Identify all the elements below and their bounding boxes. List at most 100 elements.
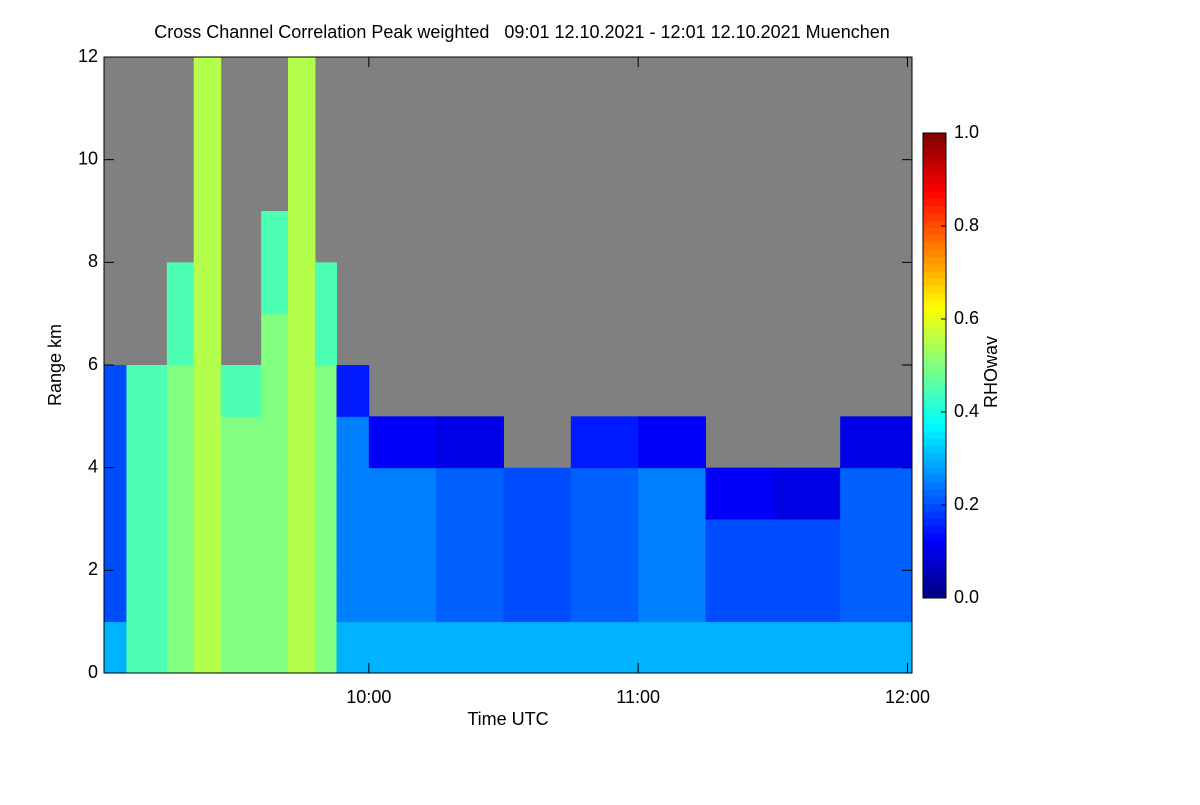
heatmap-cell — [314, 467, 338, 520]
heatmap-cell — [193, 365, 222, 417]
colorbar-segment — [923, 350, 946, 359]
colorbar-tick-label: 0.8 — [954, 215, 979, 235]
colorbar-segment — [923, 154, 946, 163]
heatmap-cell — [436, 570, 505, 623]
heatmap-cell — [772, 519, 841, 571]
colorbar-segment — [923, 162, 946, 170]
heatmap-cell — [314, 621, 338, 674]
colorbar-segment — [923, 518, 946, 526]
colorbar-label: RHOwav — [981, 336, 1001, 408]
heatmap-cell — [166, 570, 195, 623]
heatmap-cell — [314, 313, 338, 366]
colorbar-segment — [923, 343, 946, 352]
heatmap-cell — [570, 570, 639, 623]
heatmap-cell — [772, 570, 841, 623]
heatmap-cell — [336, 519, 370, 571]
colorbar-segment — [923, 307, 946, 316]
heatmap-cell — [126, 519, 168, 571]
colorbar-segment — [923, 133, 946, 141]
heatmap-cell — [368, 416, 437, 469]
heatmap-cell — [840, 621, 913, 674]
x-tick-label: 12:00 — [885, 687, 930, 707]
heatmap-cell — [314, 262, 338, 315]
colorbar-segment — [923, 205, 946, 214]
colorbar-segment — [923, 423, 946, 432]
heatmap-cell — [840, 570, 913, 623]
heatmap-cell — [261, 621, 289, 674]
colorbar-segment — [923, 474, 946, 483]
colorbar-segment — [923, 278, 946, 287]
heatmap-cell — [705, 467, 774, 520]
heatmap-cell — [220, 570, 262, 623]
heatmap-cell — [193, 159, 222, 212]
colorbar-segment — [923, 321, 946, 330]
heatmap-cell — [288, 467, 316, 520]
colorbar-segment — [923, 590, 946, 599]
colorbar-segment — [923, 256, 946, 265]
colorbar-tick-label: 0.6 — [954, 308, 979, 328]
heatmap-cell — [368, 621, 437, 674]
heatmap-cell — [166, 416, 195, 469]
heatmap-cell — [436, 467, 505, 520]
colorbar-tick-label: 0.0 — [954, 587, 979, 607]
heatmap-cell — [840, 519, 913, 571]
heatmap-cell — [288, 108, 316, 161]
colorbar-segment — [923, 525, 946, 534]
colorbar-segment — [923, 481, 946, 490]
colorbar-segment — [923, 300, 946, 308]
heatmap-cell — [288, 313, 316, 366]
heatmap-cell — [193, 621, 222, 674]
colorbar-segment — [923, 510, 946, 519]
colorbar-segment — [923, 263, 946, 272]
colorbar-segment — [923, 365, 946, 374]
colorbar-segment — [923, 503, 946, 512]
heatmap-cell — [220, 519, 262, 571]
heatmap-cell — [193, 416, 222, 469]
heatmap-cell — [193, 570, 222, 623]
colorbar-segment — [923, 430, 946, 439]
colorbar-segment — [923, 489, 946, 497]
x-tick-label: 11:00 — [616, 687, 660, 707]
heatmap-cell — [193, 57, 222, 109]
heatmap-cell — [288, 621, 316, 674]
colorbar-segment — [923, 467, 946, 475]
heatmap-cell — [193, 519, 222, 571]
heatmap-cell — [166, 365, 195, 417]
colorbar-segment — [923, 568, 946, 577]
y-tick-label: 0 — [88, 662, 98, 682]
colorbar-segment — [923, 140, 946, 149]
heatmap-cell — [638, 416, 707, 469]
heatmap-cell — [436, 416, 505, 469]
colorbar-segment — [923, 147, 946, 156]
heatmap-cell — [220, 365, 262, 417]
heatmap-cell — [288, 570, 316, 623]
colorbar-segment — [923, 285, 946, 294]
colorbar-tick-label: 1.0 — [954, 122, 979, 142]
heatmap-cell — [314, 519, 338, 571]
heatmap-cell — [104, 570, 127, 623]
colorbar-segment — [923, 496, 946, 505]
heatmap-cell — [104, 416, 127, 469]
heatmap-cell — [193, 108, 222, 161]
heatmap-cell — [261, 416, 289, 469]
colorbar-segment — [923, 416, 946, 425]
heatmap-cell — [503, 570, 572, 623]
chart-title: Cross Channel Correlation Peak weighted … — [154, 22, 890, 42]
colorbar-segment — [923, 372, 946, 381]
y-tick-label: 4 — [88, 456, 98, 476]
heatmap-cell — [261, 313, 289, 366]
heatmap-cell — [436, 519, 505, 571]
heatmap-cell — [638, 621, 707, 674]
heatmap-cell — [166, 262, 195, 315]
colorbar-segment — [923, 459, 946, 468]
heatmap-cell — [261, 211, 289, 263]
heatmap-cell — [126, 365, 168, 417]
heatmap-cell — [503, 621, 572, 674]
heatmap-cell — [261, 467, 289, 520]
heatmap-cell — [570, 467, 639, 520]
heatmap-cell — [368, 519, 437, 571]
heatmap-cell — [570, 621, 639, 674]
heatmap-cell — [261, 570, 289, 623]
colorbar-segment — [923, 547, 946, 555]
heatmap-cell — [166, 519, 195, 571]
